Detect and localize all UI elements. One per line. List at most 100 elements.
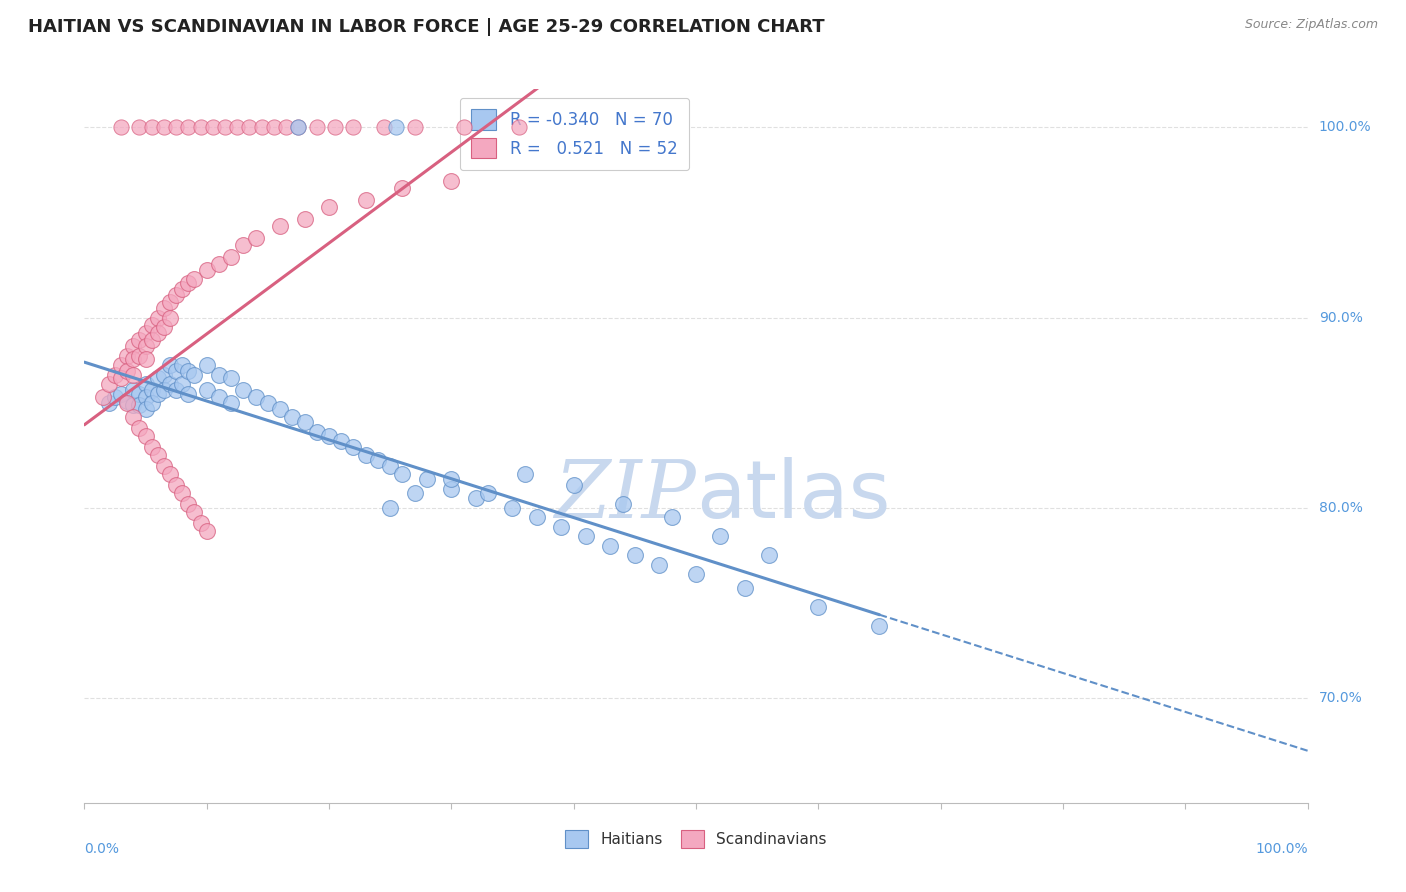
Point	[869, 619, 891, 633]
Point	[575, 529, 598, 543]
Point	[128, 334, 150, 348]
Point	[183, 368, 205, 382]
Point	[195, 524, 218, 538]
Point	[380, 500, 402, 515]
Point	[135, 391, 157, 405]
Point	[177, 277, 200, 291]
Point	[135, 352, 157, 367]
Point	[391, 467, 413, 481]
Point	[128, 386, 150, 401]
Point	[208, 391, 231, 405]
Text: atlas: atlas	[696, 457, 890, 535]
Text: Source: ZipAtlas.com: Source: ZipAtlas.com	[1244, 18, 1378, 31]
Point	[153, 120, 176, 135]
Point	[232, 238, 254, 252]
Point	[128, 421, 150, 435]
Point	[391, 181, 413, 195]
Point	[440, 482, 463, 496]
Point	[373, 120, 395, 135]
Point	[214, 120, 236, 135]
Point	[172, 485, 194, 500]
Point	[122, 383, 145, 397]
Point	[269, 219, 291, 234]
Point	[146, 310, 169, 325]
Point	[440, 472, 463, 486]
Point	[141, 318, 163, 333]
Point	[287, 120, 309, 135]
Point	[758, 549, 780, 563]
Point	[110, 386, 132, 401]
Point	[354, 448, 377, 462]
Point	[734, 581, 756, 595]
Point	[685, 567, 707, 582]
Point	[238, 120, 260, 135]
Point	[208, 368, 231, 382]
Point	[172, 282, 194, 296]
Point	[165, 364, 187, 378]
Point	[172, 358, 194, 372]
Point	[146, 386, 169, 401]
Point	[190, 120, 212, 135]
Point	[128, 120, 150, 135]
Point	[141, 383, 163, 397]
Point	[195, 383, 218, 397]
Point	[135, 377, 157, 392]
Point	[91, 391, 114, 405]
Point	[508, 120, 530, 135]
Text: 100.0%: 100.0%	[1319, 120, 1371, 135]
Point	[146, 448, 169, 462]
Point	[159, 295, 181, 310]
Point	[305, 425, 328, 439]
Point	[165, 383, 187, 397]
Point	[342, 440, 364, 454]
Point	[153, 368, 176, 382]
Point	[287, 120, 309, 135]
Point	[128, 349, 150, 363]
Point	[141, 396, 163, 410]
Point	[135, 326, 157, 340]
Point	[709, 529, 731, 543]
Point	[318, 428, 340, 442]
Point	[208, 257, 231, 271]
Point	[380, 458, 402, 473]
Point	[177, 364, 200, 378]
Point	[172, 377, 194, 392]
Point	[318, 200, 340, 214]
Point	[550, 520, 572, 534]
Point	[232, 383, 254, 397]
Point	[97, 377, 120, 392]
Point	[404, 485, 426, 500]
Point	[159, 358, 181, 372]
Point	[612, 497, 634, 511]
Point	[513, 467, 536, 481]
Point	[165, 287, 187, 301]
Point	[122, 409, 145, 424]
Point	[97, 396, 120, 410]
Text: 90.0%: 90.0%	[1319, 310, 1362, 325]
Point	[281, 409, 304, 424]
Point	[453, 120, 475, 135]
Point	[159, 467, 181, 481]
Point	[153, 301, 176, 315]
Point	[115, 396, 138, 410]
Point	[190, 516, 212, 530]
Point	[110, 371, 132, 385]
Point	[440, 173, 463, 187]
Text: 100.0%: 100.0%	[1256, 842, 1308, 855]
Point	[122, 368, 145, 382]
Point	[104, 391, 127, 405]
Point	[404, 120, 426, 135]
Point	[146, 371, 169, 385]
Point	[250, 120, 273, 135]
Point	[276, 120, 298, 135]
Point	[177, 120, 200, 135]
Point	[141, 440, 163, 454]
Point	[183, 505, 205, 519]
Point	[385, 120, 408, 135]
Point	[342, 120, 364, 135]
Point	[128, 398, 150, 412]
Point	[201, 120, 224, 135]
Point	[661, 510, 683, 524]
Text: 70.0%: 70.0%	[1319, 691, 1362, 706]
Point	[367, 453, 389, 467]
